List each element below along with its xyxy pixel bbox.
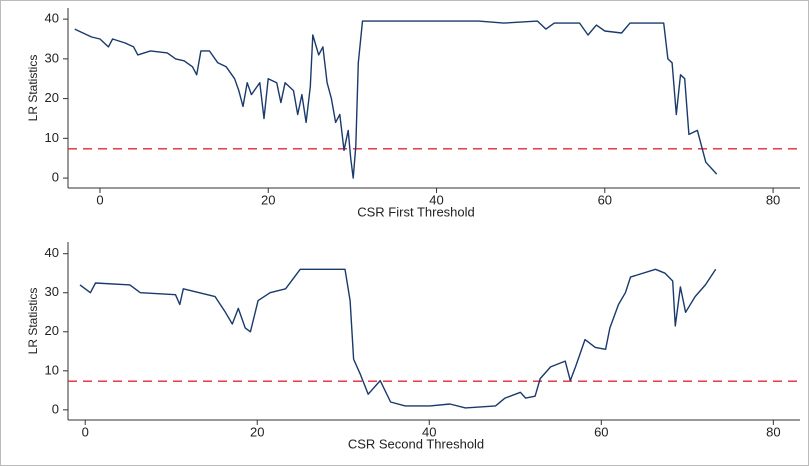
data-line [74, 20, 718, 179]
y-axis-title: LR Statistics [26, 288, 40, 355]
y-tick-label: 20 [45, 323, 59, 338]
y-tick-label: 40 [45, 11, 59, 26]
x-tick-label: 80 [766, 424, 780, 439]
y-tick-label: 10 [45, 362, 59, 377]
y-tick-label: 40 [45, 245, 59, 260]
data-line [79, 268, 717, 409]
y-tick-label: 30 [45, 284, 59, 299]
x-tick-label: 60 [594, 424, 608, 439]
x-tick-label: 60 [598, 192, 612, 207]
x-axis-title: CSR First Threshold [357, 204, 475, 219]
x-tick-label: 0 [82, 424, 89, 439]
y-axis-title: LR Statistics [26, 55, 40, 122]
x-tick-label: 40 [429, 192, 443, 207]
x-tick-label: 0 [96, 192, 103, 207]
x-axis-title: CSR Second Threshold [348, 436, 484, 451]
y-tick-label: 0 [52, 170, 59, 185]
x-tick-label: 20 [261, 192, 275, 207]
x-tick-label: 20 [250, 424, 264, 439]
y-tick-label: 20 [45, 90, 59, 105]
y-tick-label: 0 [52, 401, 59, 416]
y-tick-label: 30 [45, 50, 59, 65]
y-tick-label: 10 [45, 130, 59, 145]
x-tick-label: 40 [422, 424, 436, 439]
x-tick-label: 80 [766, 192, 780, 207]
